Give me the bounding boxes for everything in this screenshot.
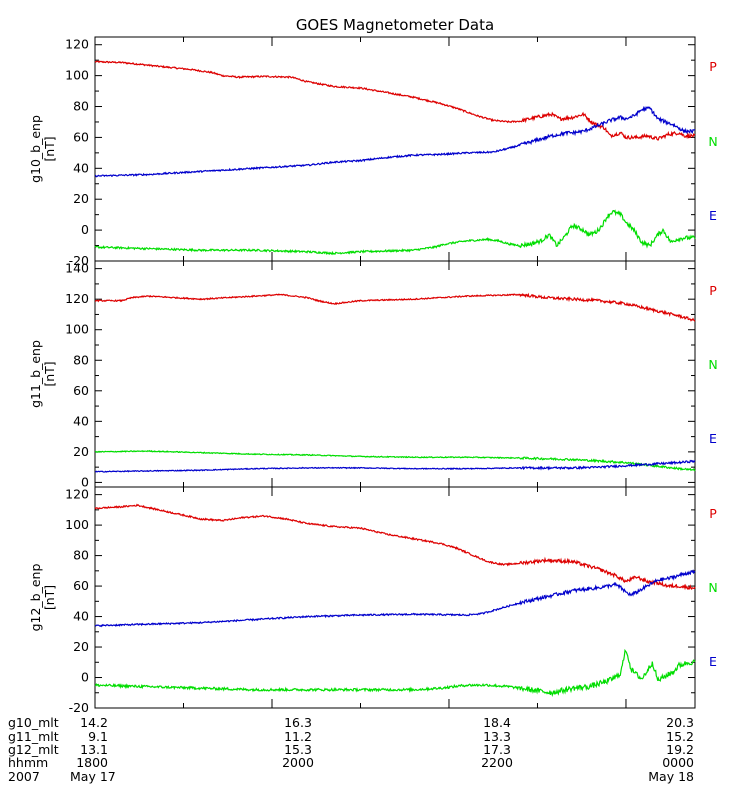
footer-row-label: g12_mlt — [8, 742, 59, 757]
y-axis-unit: [nT] — [42, 361, 57, 386]
y-tick-label: 100 — [65, 322, 89, 337]
footer-row-value: 19.2 — [666, 742, 694, 757]
y-axis-label: g11_b_enp — [28, 340, 43, 408]
series-line-N — [94, 449, 696, 472]
y-tick-label: 120 — [65, 37, 89, 52]
footer-row-label: g10_mlt — [8, 715, 59, 730]
y-tick-label: 60 — [73, 129, 89, 144]
footer-row-value: 9.1 — [88, 729, 108, 744]
series-line-E — [94, 105, 696, 178]
y-tick-label: 0 — [81, 222, 89, 237]
y-tick-label: 40 — [73, 609, 89, 624]
y-tick-label: 120 — [65, 291, 89, 306]
panel-frame — [94, 36, 696, 262]
series-line-P — [94, 503, 696, 591]
series-line-P — [94, 60, 696, 141]
y-tick-label: 20 — [73, 191, 89, 206]
footer-row-value: 17.3 — [483, 742, 511, 757]
y-axis-unit: [nT] — [42, 585, 57, 610]
y-tick-label: -20 — [69, 700, 89, 715]
y-tick-label: 100 — [65, 517, 89, 532]
chart-title: GOES Magnetometer Data — [296, 16, 494, 34]
legend-N: N — [708, 357, 717, 372]
y-axis-label: g12_b_enp — [28, 564, 43, 632]
y-tick-label: 40 — [73, 413, 89, 428]
y-tick-label: 140 — [65, 261, 89, 276]
legend-P: P — [709, 59, 717, 74]
y-tick-label: -20 — [69, 253, 89, 268]
footer-row-value: 20.3 — [666, 715, 694, 730]
footer-row-value: 16.3 — [284, 715, 312, 730]
y-tick-label: 80 — [73, 99, 89, 114]
footer-row-value: 15.2 — [666, 729, 694, 744]
footer-row-value: 14.2 — [80, 715, 108, 730]
legend-E: E — [709, 208, 717, 223]
y-tick-label: 80 — [73, 352, 89, 367]
legend-E: E — [709, 654, 717, 669]
footer-row-label: hhmm — [8, 755, 48, 770]
series-line-N — [94, 648, 696, 697]
series-line-E — [95, 459, 696, 473]
footer-row-value: 2200 — [481, 755, 513, 770]
legend-P: P — [709, 283, 717, 298]
y-tick-label: 0 — [81, 670, 89, 685]
y-tick-label: 60 — [73, 383, 89, 398]
footer-row-value: 11.2 — [284, 729, 312, 744]
y-tick-label: 60 — [73, 578, 89, 593]
footer-date-start: May 17 — [70, 769, 116, 784]
y-tick-label: 120 — [65, 487, 89, 502]
y-tick-label: 20 — [73, 639, 89, 654]
y-tick-label: 40 — [73, 160, 89, 175]
footer-row-value: 0000 — [662, 755, 694, 770]
footer-row-value: 13.3 — [483, 729, 511, 744]
footer-row-value: 15.3 — [284, 742, 312, 757]
legend-P: P — [709, 506, 717, 521]
footer-row-value: 1800 — [76, 755, 108, 770]
panel-frame — [94, 486, 696, 709]
y-axis-label: g10_b_enp — [28, 115, 43, 183]
series-line-E — [94, 569, 696, 628]
y-tick-label: 80 — [73, 548, 89, 563]
y-tick-label: 20 — [73, 444, 89, 459]
footer-date-label: 2007 — [8, 769, 40, 784]
y-tick-label: 0 — [81, 474, 89, 489]
series-line-P — [94, 292, 696, 322]
footer-row-value: 18.4 — [483, 715, 511, 730]
footer-date-end: May 18 — [648, 769, 694, 784]
legend-N: N — [708, 134, 717, 149]
legend-N: N — [708, 580, 717, 595]
series-line-N — [94, 209, 696, 256]
y-tick-label: 100 — [65, 68, 89, 83]
legend-E: E — [709, 431, 717, 446]
y-axis-unit: [nT] — [42, 136, 57, 161]
footer-row-value: 2000 — [282, 755, 314, 770]
footer-row-label: g11_mlt — [8, 729, 59, 744]
footer-row-value: 13.1 — [80, 742, 108, 757]
